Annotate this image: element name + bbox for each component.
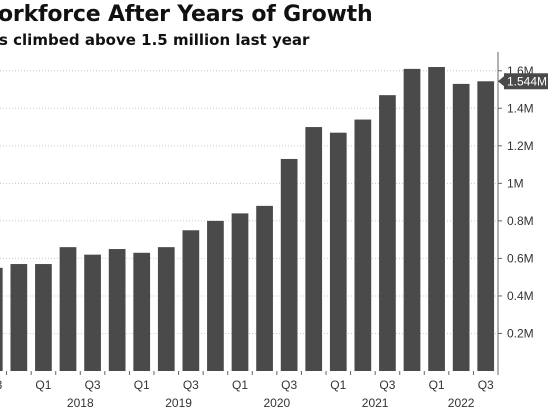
x-tick-label: Q3	[478, 378, 494, 392]
y-tick-label: 0.6M	[507, 251, 534, 265]
y-tick-label: 1M	[507, 176, 524, 190]
bar	[379, 95, 396, 372]
grid-lines	[0, 70, 498, 334]
callout-pointer	[498, 76, 504, 87]
bar	[133, 252, 151, 371]
x-tick-label: Q1	[134, 378, 150, 392]
axes	[6, 52, 502, 375]
bar	[354, 119, 372, 371]
x-tick-label: Q1	[232, 378, 248, 392]
bar	[0, 267, 3, 371]
x-year-label: 2019	[165, 396, 192, 410]
x-tick-label: Q1	[35, 378, 51, 392]
x-tick-label: Q3	[379, 378, 395, 392]
x-tick-label: Q3	[183, 378, 199, 392]
y-tick-label: 1.4M	[507, 101, 534, 115]
bar	[280, 158, 298, 371]
bar	[256, 205, 273, 371]
x-tick-label: Q1	[429, 378, 445, 392]
bar	[403, 68, 421, 371]
x-tick-label: Q3	[85, 378, 101, 392]
bar	[452, 83, 470, 372]
bar	[477, 81, 495, 371]
bar	[329, 132, 347, 371]
bar	[10, 264, 28, 371]
x-tick-label: Q3	[281, 378, 297, 392]
bar	[305, 127, 323, 371]
y-tick-label: 1.2M	[507, 139, 534, 153]
x-year-label: 2018	[67, 396, 94, 410]
bar	[59, 247, 77, 371]
x-year-label: 2021	[362, 396, 389, 410]
bar	[108, 249, 126, 371]
y-tick-label: 0.8M	[507, 214, 534, 228]
chart-title: orkforce After Years of Growth	[0, 2, 373, 27]
bar	[84, 254, 101, 371]
callout-box	[504, 73, 548, 90]
bar	[157, 247, 175, 371]
bar	[182, 230, 200, 371]
y-tick-label: 0.4M	[507, 289, 534, 303]
x-year-label: 2020	[264, 396, 291, 410]
last-value-callout: 1.544M	[498, 73, 548, 90]
x-year-label: 2022	[448, 396, 475, 410]
x-tick-label: Q3	[0, 378, 3, 392]
chart-subtitle: s climbed above 1.5 million last year	[0, 31, 310, 49]
bar	[428, 67, 445, 371]
x-tick-label: Q1	[330, 378, 346, 392]
y-tick-label: 0.2M	[507, 326, 534, 340]
bars	[0, 67, 495, 372]
bar	[207, 220, 224, 371]
bar	[35, 264, 52, 371]
axis-labels: 0.2M0.4M0.6M0.8M1M1.2M1.4M1.6MQ3Q1Q3Q1Q3…	[0, 64, 548, 410]
callout-label: 1.544M	[507, 74, 547, 88]
bar	[231, 213, 249, 371]
